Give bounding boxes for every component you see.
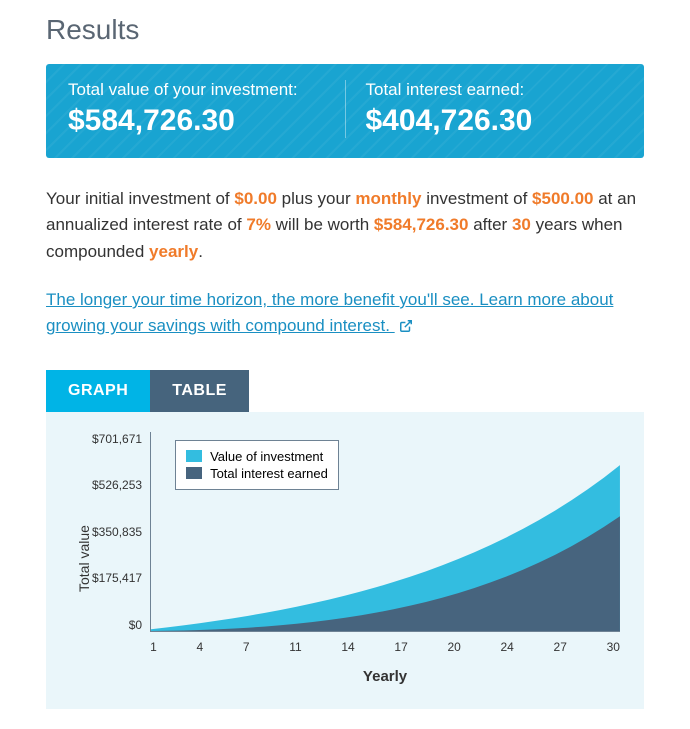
- legend-swatch-interest: [186, 467, 202, 479]
- legend-label-value: Value of investment: [210, 449, 323, 464]
- y-tick: $175,417: [92, 571, 142, 585]
- learn-more-link[interactable]: The longer your time horizon, the more b…: [46, 290, 613, 335]
- y-tick: $0: [129, 618, 142, 632]
- x-tick: 24: [500, 640, 513, 654]
- chart-legend: Value of investment Total interest earne…: [175, 440, 339, 490]
- interest-col: Total interest earned: $404,726.30: [346, 80, 623, 138]
- x-axis-label: Yearly: [150, 654, 620, 685]
- initial-investment-value: $0.00: [234, 189, 277, 208]
- summary-text: after: [468, 215, 511, 234]
- total-value-col: Total value of your investment: $584,726…: [68, 80, 346, 138]
- compound-frequency: yearly: [149, 242, 198, 261]
- view-tabs: Graph Table: [46, 370, 644, 412]
- summary-text: plus your: [277, 189, 355, 208]
- x-tick: 4: [196, 640, 203, 654]
- summary-text: .: [198, 242, 203, 261]
- years-value: 30: [512, 215, 531, 234]
- link-text: The longer your time horizon, the more b…: [46, 290, 613, 335]
- tab-graph[interactable]: Graph: [46, 370, 150, 412]
- chart-panel: Total value $701,671 $526,253 $350,835 $175…: [46, 412, 644, 709]
- y-tick: $701,671: [92, 432, 142, 446]
- total-value-label: Total value of your investment:: [68, 80, 325, 100]
- x-tick: 30: [607, 640, 620, 654]
- x-tick: 27: [554, 640, 567, 654]
- legend-item-interest: Total interest earned: [186, 466, 328, 481]
- tab-table[interactable]: Table: [150, 370, 249, 412]
- interest-label: Total interest earned:: [366, 80, 623, 100]
- summary-paragraph: Your initial investment of $0.00 plus yo…: [46, 186, 644, 265]
- results-title: Results: [46, 14, 644, 46]
- y-tick: $350,835: [92, 525, 142, 539]
- interest-amount: $404,726.30: [366, 104, 623, 138]
- chart-plot: Value of investment Total interest earne…: [150, 432, 620, 632]
- x-tick: 20: [447, 640, 460, 654]
- legend-swatch-value: [186, 450, 202, 462]
- summary-text: Your initial investment of: [46, 189, 234, 208]
- legend-item-value: Value of investment: [186, 449, 328, 464]
- x-tick: 14: [341, 640, 354, 654]
- external-link-icon: [399, 319, 413, 333]
- total-value-amount: $584,726.30: [68, 104, 325, 138]
- y-axis-label: Total value: [70, 432, 92, 685]
- contribution-amount: $500.00: [532, 189, 593, 208]
- x-tick: 11: [289, 640, 301, 654]
- summary-text: will be worth: [271, 215, 374, 234]
- legend-label-interest: Total interest earned: [210, 466, 328, 481]
- x-tick: 17: [394, 640, 407, 654]
- interest-rate: 7%: [246, 215, 271, 234]
- future-value: $584,726.30: [374, 215, 469, 234]
- y-axis-ticks: $701,671 $526,253 $350,835 $175,417 $0: [92, 432, 150, 632]
- y-tick: $526,253: [92, 478, 142, 492]
- x-tick: 7: [243, 640, 250, 654]
- x-axis-ticks: 14711141720242730: [150, 632, 620, 654]
- x-tick: 1: [150, 640, 157, 654]
- summary-banner: Total value of your investment: $584,726…: [46, 64, 644, 158]
- contribution-frequency: monthly: [355, 189, 421, 208]
- summary-text: investment of: [421, 189, 532, 208]
